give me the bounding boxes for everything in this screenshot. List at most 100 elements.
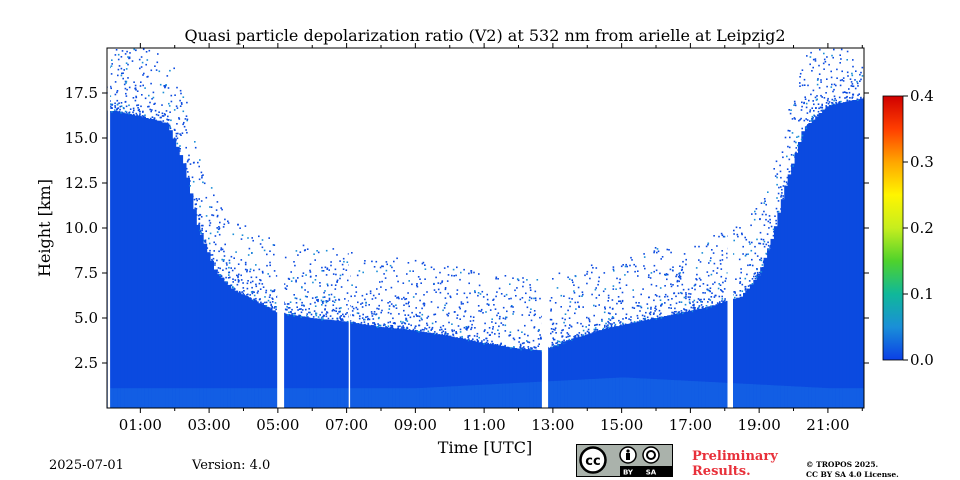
noise-speckle bbox=[820, 94, 822, 97]
noise-speckle bbox=[356, 308, 359, 311]
noise-speckle bbox=[655, 308, 658, 311]
noise-speckle bbox=[185, 167, 188, 170]
noise-speckle bbox=[442, 330, 445, 333]
noise-speckle bbox=[605, 328, 607, 331]
noise-speckle bbox=[247, 280, 249, 282]
noise-speckle bbox=[746, 273, 748, 276]
noise-speckle bbox=[801, 101, 803, 104]
heatmap-cell bbox=[165, 123, 170, 408]
noise-speckle bbox=[237, 275, 239, 277]
noise-speckle bbox=[347, 279, 349, 282]
noise-speckle bbox=[355, 286, 357, 288]
noise-speckle bbox=[722, 235, 725, 238]
heatmap-cell bbox=[172, 388, 177, 408]
noise-speckle bbox=[840, 100, 842, 103]
noise-speckle bbox=[588, 319, 591, 321]
noise-speckle bbox=[216, 215, 219, 218]
noise-speckle bbox=[287, 303, 290, 305]
noise-speckle bbox=[404, 314, 406, 316]
noise-speckle bbox=[491, 318, 493, 320]
noise-speckle bbox=[117, 111, 120, 113]
noise-speckle bbox=[549, 318, 552, 321]
noise-speckle bbox=[689, 293, 692, 295]
noise-speckle bbox=[534, 297, 537, 299]
noise-speckle bbox=[250, 281, 252, 284]
noise-speckle bbox=[677, 276, 680, 278]
heatmap-cell bbox=[718, 382, 723, 408]
noise-speckle bbox=[168, 105, 171, 107]
heatmap-cell bbox=[708, 382, 713, 408]
noise-speckle bbox=[161, 115, 164, 117]
heatmap-cell bbox=[392, 328, 397, 408]
noise-speckle bbox=[535, 349, 538, 352]
noise-speckle bbox=[439, 282, 442, 285]
noise-speckle bbox=[718, 295, 721, 298]
noise-speckle bbox=[144, 116, 146, 119]
noise-speckle bbox=[683, 308, 685, 310]
noise-speckle bbox=[476, 335, 478, 338]
noise-speckle bbox=[223, 255, 226, 257]
noise-speckle bbox=[421, 328, 424, 331]
noise-speckle bbox=[485, 337, 487, 340]
noise-speckle bbox=[585, 334, 588, 337]
noise-speckle bbox=[619, 322, 621, 324]
noise-speckle bbox=[552, 338, 555, 341]
noise-speckle bbox=[582, 329, 585, 332]
noise-speckle bbox=[309, 263, 312, 265]
noise-speckle bbox=[608, 318, 610, 320]
noise-speckle bbox=[740, 271, 742, 274]
noise-speckle bbox=[124, 53, 127, 55]
noise-speckle bbox=[820, 79, 822, 81]
heatmap-cell bbox=[842, 102, 847, 408]
noise-speckle bbox=[400, 320, 402, 323]
heatmap-cell bbox=[760, 384, 765, 408]
noise-speckle bbox=[732, 298, 735, 301]
heatmap-cell bbox=[756, 384, 761, 408]
noise-speckle bbox=[688, 298, 691, 301]
noise-speckle bbox=[287, 277, 290, 280]
noise-speckle bbox=[689, 302, 691, 305]
noise-speckle bbox=[801, 136, 803, 139]
noise-speckle bbox=[814, 96, 817, 99]
noise-speckle bbox=[768, 227, 770, 229]
noise-speckle bbox=[782, 156, 784, 159]
noise-speckle bbox=[341, 273, 344, 276]
heatmap-cell bbox=[712, 382, 716, 408]
noise-speckle bbox=[341, 318, 344, 320]
noise-speckle bbox=[732, 253, 735, 255]
noise-speckle bbox=[216, 231, 219, 233]
noise-speckle bbox=[692, 304, 694, 307]
noise-speckle bbox=[365, 316, 367, 318]
noise-speckle bbox=[115, 49, 118, 51]
noise-speckle bbox=[751, 283, 754, 285]
noise-speckle bbox=[130, 114, 132, 116]
noise-speckle bbox=[225, 262, 228, 264]
noise-speckle bbox=[772, 228, 775, 231]
noise-speckle bbox=[513, 347, 515, 349]
noise-speckle bbox=[551, 341, 554, 344]
noise-speckle bbox=[733, 291, 735, 293]
noise-speckle bbox=[520, 348, 522, 351]
heatmap-cell bbox=[736, 383, 740, 408]
noise-speckle bbox=[493, 344, 496, 347]
noise-speckle bbox=[390, 324, 392, 327]
noise-speckle bbox=[620, 302, 622, 304]
noise-speckle bbox=[609, 327, 612, 329]
noise-speckle bbox=[765, 252, 767, 255]
noise-speckle bbox=[179, 150, 181, 152]
noise-speckle bbox=[438, 334, 440, 336]
noise-speckle bbox=[261, 239, 264, 241]
colorbar-tick-label: 0.0 bbox=[910, 351, 934, 369]
heatmap-cell bbox=[340, 321, 345, 408]
noise-speckle bbox=[169, 111, 171, 113]
noise-speckle bbox=[349, 320, 352, 322]
noise-speckle bbox=[497, 312, 500, 314]
noise-speckle bbox=[392, 328, 394, 330]
x-tick-label: 03:00 bbox=[187, 416, 230, 434]
noise-speckle bbox=[402, 325, 404, 327]
noise-speckle bbox=[390, 286, 393, 289]
noise-speckle bbox=[466, 327, 469, 329]
noise-speckle bbox=[373, 322, 376, 324]
noise-speckle bbox=[115, 110, 117, 113]
noise-speckle bbox=[611, 323, 613, 325]
